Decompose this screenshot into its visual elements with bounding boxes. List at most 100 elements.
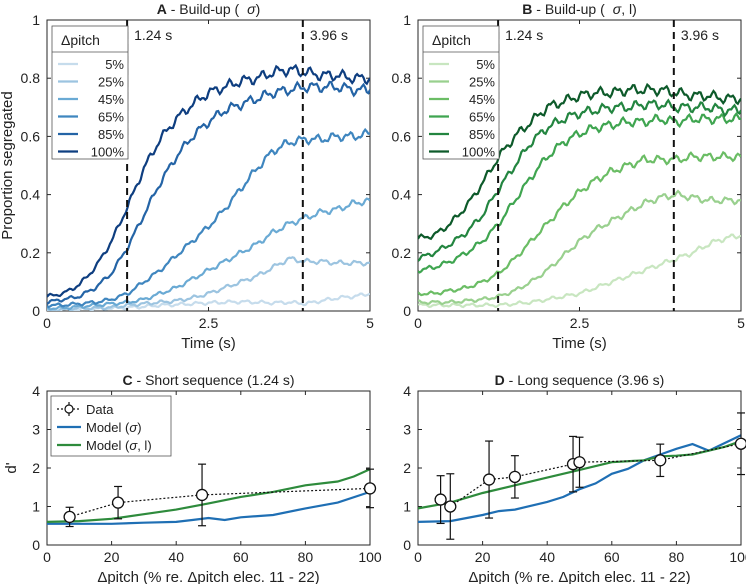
y-tick-label: 1 <box>32 12 40 28</box>
y-tick-label: 0 <box>403 537 411 553</box>
panel-title: D - Long sequence (3.96 s) <box>495 372 665 388</box>
y-tick-label: 0.8 <box>392 70 412 86</box>
x-tick-label: 2.5 <box>199 315 219 331</box>
legend-label: 25% <box>469 75 495 90</box>
data-point <box>63 510 76 524</box>
y-tick-label: 3 <box>403 422 411 438</box>
marker-label: 1.24 s <box>505 27 543 43</box>
y-tick-label: 0 <box>32 303 40 319</box>
y-tick-label: 3 <box>32 422 40 438</box>
y-tick-label: 0.4 <box>21 187 41 203</box>
series-line-5pct <box>418 233 741 309</box>
data-point <box>111 496 125 509</box>
marker-label: 1.24 s <box>134 27 172 43</box>
legend-label: 100% <box>462 145 496 160</box>
series-line-45pct <box>418 150 741 297</box>
y-tick-label: 0 <box>32 537 40 553</box>
y-tick-label: 1 <box>403 12 411 28</box>
series-line-25pct <box>418 189 741 306</box>
series-line-85pct <box>47 80 370 305</box>
y-tick-label: 1 <box>403 499 411 515</box>
y-tick-label: 4 <box>32 383 40 399</box>
y-tick-label: 0.6 <box>21 128 41 144</box>
legend-label: 45% <box>469 92 495 107</box>
y-tick-label: 0 <box>403 303 411 319</box>
x-tick-label: 5 <box>366 315 374 331</box>
panel-title: B - Build-up (σ, l) <box>522 1 637 17</box>
series-line-65pct <box>47 127 370 309</box>
x-axis-label: Δpitch (% re. Δpitch elec. 11 - 22) <box>468 569 690 584</box>
x-tick-label: 0 <box>414 549 422 565</box>
legend-label: 5% <box>476 57 495 72</box>
data-point <box>434 493 447 506</box>
series-line-85pct <box>418 98 741 262</box>
series-line-100pct <box>418 82 741 241</box>
legend-box <box>51 25 129 160</box>
data-point <box>734 437 746 450</box>
marker-label: 3.96 s <box>310 27 348 43</box>
x-tick-label: 60 <box>604 549 620 565</box>
y-tick-label: 0.8 <box>21 70 41 86</box>
x-tick-label: 80 <box>669 549 685 565</box>
x-tick-label: 0 <box>43 549 51 565</box>
panel-d: 0 20 40 60 80 100 0 1 2 3 4 Δpitch (% re. Δpitch el… <box>403 372 746 584</box>
legend-label: Model (σ) <box>86 420 142 435</box>
x-tick-label: 5 <box>737 315 745 331</box>
legend-label: 65% <box>98 110 124 125</box>
x-tick-label: 40 <box>539 549 555 565</box>
series-line-25pct <box>47 256 370 311</box>
legend-swatch-marker <box>64 404 74 414</box>
y-axis-label: d' <box>3 462 20 473</box>
legend-label: Model (σ, l) <box>86 438 152 453</box>
legend-label: 65% <box>469 110 495 125</box>
x-tick-label: 80 <box>298 549 314 565</box>
y-tick-label: 1 <box>32 499 40 515</box>
legend: Δpitch 5% 25% 45% 65% 85% 100% <box>51 25 129 160</box>
y-axis-label: Proportion segregated <box>0 91 16 239</box>
x-axis-label: Δpitch (% re. Δpitch elec. 11 - 22) <box>97 569 319 584</box>
y-tick-label: 0.6 <box>392 128 412 144</box>
legend-label: 85% <box>469 127 495 142</box>
data-point <box>482 473 496 486</box>
x-tick-label: 100 <box>358 549 382 565</box>
data-point <box>444 500 457 513</box>
y-tick-label: 0.4 <box>392 187 412 203</box>
legend-label: Data <box>86 402 114 417</box>
y-tick-label: 2 <box>32 460 40 476</box>
legend-label: 25% <box>98 75 124 90</box>
legend-label: 5% <box>105 57 124 72</box>
y-tick-label: 4 <box>403 383 411 399</box>
panel-title: A - Build-up (σ) <box>157 1 261 17</box>
x-tick-label: 2.5 <box>570 315 590 331</box>
data-line <box>69 487 371 518</box>
y-tick-label: 0.2 <box>21 245 41 261</box>
legend-label: 45% <box>98 92 124 107</box>
x-tick-label: 0 <box>414 315 422 331</box>
panel-a: 0 2.5 5 0 0.2 0.4 0.6 0.8 1 Time (s) Proportion se… <box>0 1 374 352</box>
x-axis-label: Time (s) <box>552 335 606 352</box>
x-tick-label: 20 <box>104 549 120 565</box>
y-tick-label: 2 <box>403 460 411 476</box>
legend-box <box>422 25 500 160</box>
marker-label: 3.96 s <box>681 27 719 43</box>
data-point <box>573 456 586 469</box>
panel-c: 0 20 40 60 80 100 0 1 2 3 4 Δpitch (% re. Δpitch el… <box>3 372 382 584</box>
panel-title: C - Short sequence (1.24 s) <box>123 372 295 388</box>
y-tick-label: 0.2 <box>392 245 412 261</box>
data-point <box>363 482 377 495</box>
legend-title: Δpitch <box>432 32 471 48</box>
x-tick-label: 60 <box>233 549 249 565</box>
legend-label: 85% <box>98 127 124 142</box>
panel-b: 0 2.5 5 0 0.2 0.4 0.6 0.8 1 Time (s) B - Build-up … <box>392 1 746 352</box>
x-tick-label: 40 <box>168 549 184 565</box>
x-tick-label: 20 <box>475 549 491 565</box>
legend-title: Δpitch <box>61 32 100 48</box>
model-sigma-l-line <box>418 440 741 510</box>
model-sigma-line <box>47 490 370 525</box>
series-line-65pct <box>418 112 741 274</box>
x-tick-label: 0 <box>43 315 51 331</box>
legend-label: 100% <box>91 145 125 160</box>
legend: Data Model (σ) Model (σ, l) <box>50 395 172 457</box>
x-axis-label: Time (s) <box>181 335 235 352</box>
data-point <box>508 470 522 484</box>
